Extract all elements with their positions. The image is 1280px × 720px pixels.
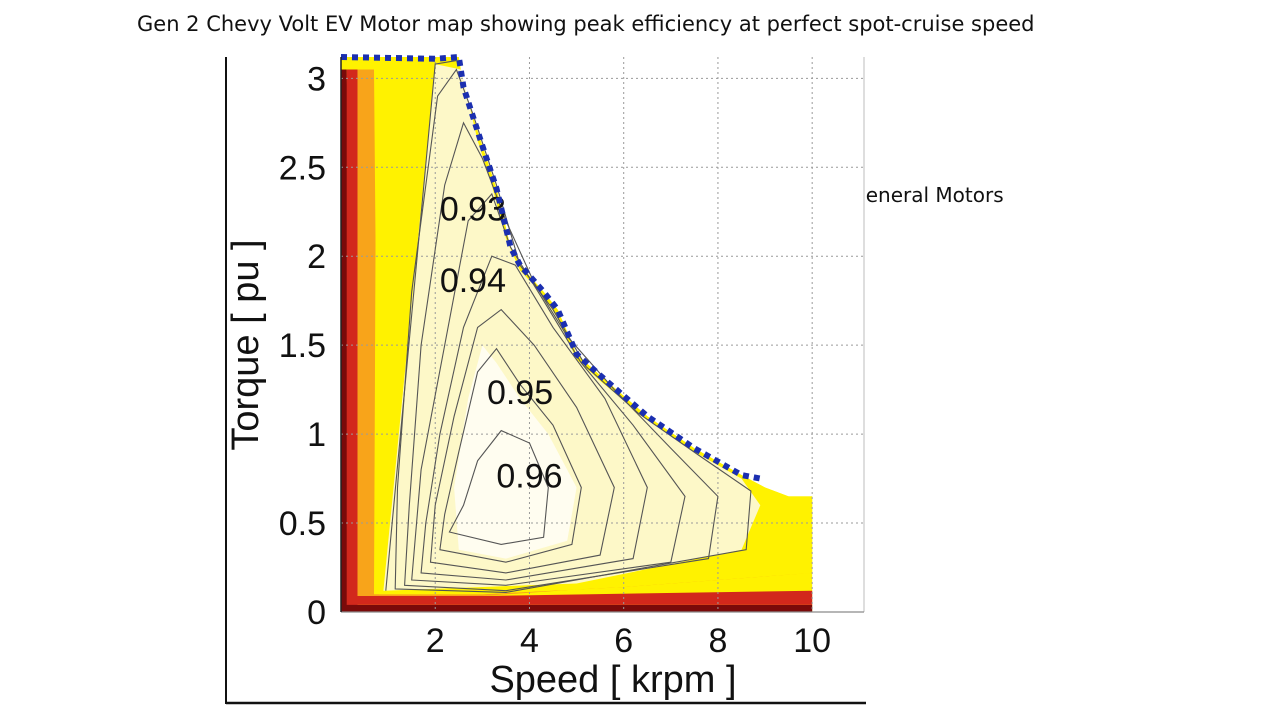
contour-0.95 [439, 347, 582, 563]
x-tick-label: 4 [520, 622, 539, 660]
y-tick-label: 1 [307, 416, 326, 454]
contour-0.945 [429, 308, 615, 574]
contour-label: 0.95 [487, 374, 553, 412]
slide-title: Gen 2 Chevy Volt EV Motor map showing pe… [137, 12, 1035, 36]
x-tick-label: 10 [793, 622, 831, 660]
max-torque-envelope [340, 53, 761, 482]
x-tick-label: 8 [708, 622, 727, 660]
x-axis-label: Speed [ krpm ] [489, 659, 736, 701]
x-tick-label: 6 [614, 622, 633, 660]
contour-0.91 [385, 60, 457, 591]
y-tick-label: 2 [307, 238, 326, 276]
contour-0.94 [420, 255, 648, 581]
y-tick-label: 3 [307, 60, 326, 98]
y-axis-label: Torque [ pu ] [225, 239, 267, 450]
x-tick-label: 2 [426, 622, 445, 660]
contour-label: 0.94 [440, 262, 506, 300]
efficiency-contours [385, 60, 752, 593]
contour-labels: 0.93 0.94 0.95 0.96 [440, 191, 563, 496]
contour-0.935 [411, 192, 686, 586]
grid-lines [341, 57, 864, 612]
contour-label: 0.96 [496, 457, 562, 495]
contour-0.93 [404, 121, 719, 592]
y-tick-label: 0 [307, 594, 326, 632]
x-tick-labels: 2 4 6 8 10 [426, 622, 831, 660]
y-tick-label: 2.5 [279, 149, 326, 187]
y-tick-labels: 0 0.5 1 1.5 2 2.5 3 [279, 60, 326, 632]
efficiency-zones [341, 57, 813, 612]
y-tick-label: 0.5 [279, 505, 326, 543]
zone-peak [454, 345, 577, 559]
contour-0.96 [448, 429, 549, 545]
contour-label: 0.93 [440, 191, 506, 229]
y-tick-label: 1.5 [279, 327, 326, 365]
plot-frame [225, 57, 866, 705]
